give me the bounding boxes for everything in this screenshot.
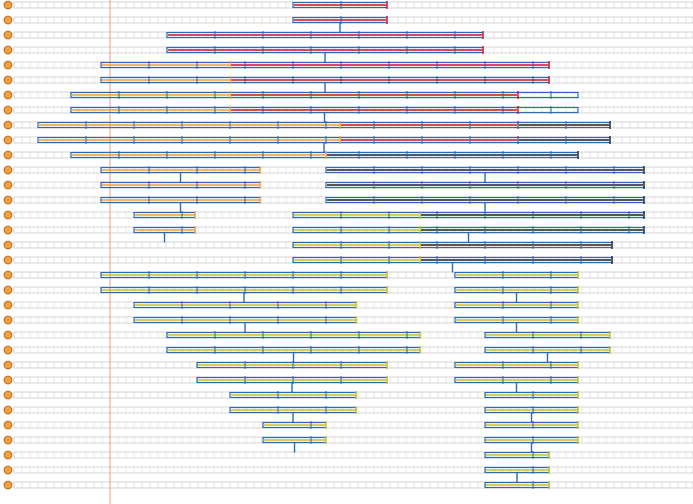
row-dot xyxy=(3,285,13,295)
row-dot xyxy=(3,240,13,250)
row-dot xyxy=(3,450,13,460)
row-dot xyxy=(3,420,13,430)
row-dot xyxy=(3,300,13,310)
row-dot xyxy=(3,405,13,415)
row-dot xyxy=(3,30,13,40)
row-dot xyxy=(3,255,13,265)
row-dot xyxy=(3,270,13,280)
row-dot xyxy=(3,105,13,115)
segments xyxy=(37,1,645,489)
segment-outline xyxy=(70,91,579,99)
row-dot xyxy=(3,15,13,25)
row-dot xyxy=(3,435,13,445)
row-dot xyxy=(3,120,13,130)
row-dot xyxy=(3,480,13,490)
row-dot xyxy=(3,75,13,85)
row-dot xyxy=(3,390,13,400)
row-dot xyxy=(3,90,13,100)
row-dot xyxy=(3,60,13,70)
row-dot xyxy=(3,165,13,175)
row-dot xyxy=(3,315,13,325)
row-dot xyxy=(3,180,13,190)
row-dot xyxy=(3,45,13,55)
row-dot xyxy=(3,360,13,370)
row-dot xyxy=(3,0,13,10)
row-dot xyxy=(3,465,13,475)
row-dot xyxy=(3,345,13,355)
row-dot xyxy=(3,195,13,205)
row-markers xyxy=(3,0,13,490)
row-dot xyxy=(3,210,13,220)
row-dot xyxy=(3,150,13,160)
row-dot xyxy=(3,225,13,235)
row-dot xyxy=(3,375,13,385)
row-dot xyxy=(3,135,13,145)
row-dot xyxy=(3,330,13,340)
